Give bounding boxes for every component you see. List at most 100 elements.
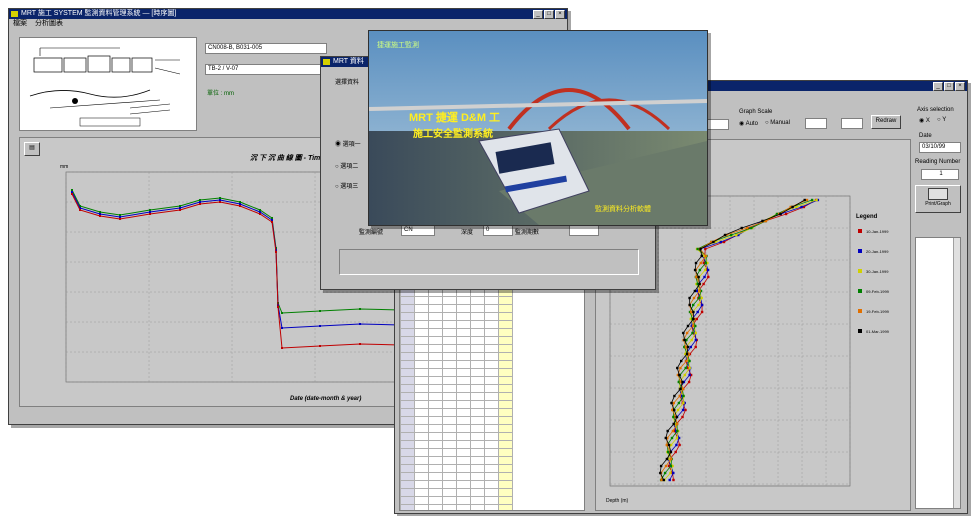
menu-file[interactable]: 檔案 xyxy=(13,20,27,27)
table-cell[interactable] xyxy=(428,440,444,449)
table-cell[interactable] xyxy=(428,400,444,409)
table-row[interactable] xyxy=(400,496,514,505)
table-cell[interactable] xyxy=(498,488,514,497)
table-cell[interactable] xyxy=(484,328,500,337)
dialog-option-1[interactable]: ◉ 選項一 xyxy=(335,142,361,148)
table-cell[interactable] xyxy=(414,384,430,393)
close-icon[interactable]: × xyxy=(555,10,565,19)
table-cell[interactable] xyxy=(498,352,514,361)
table-cell[interactable] xyxy=(484,344,500,353)
table-cell[interactable] xyxy=(456,368,472,377)
table-cell[interactable] xyxy=(400,424,416,433)
table-cell[interactable] xyxy=(470,424,486,433)
table-cell[interactable] xyxy=(428,432,444,441)
date-field[interactable]: 03/10/99 xyxy=(919,142,961,153)
table-cell[interactable] xyxy=(498,392,514,401)
table-cell[interactable] xyxy=(414,320,430,329)
table-cell[interactable] xyxy=(498,328,514,337)
minimize-icon-2[interactable]: _ xyxy=(933,82,943,91)
table-row[interactable] xyxy=(400,488,514,497)
table-cell[interactable] xyxy=(498,472,514,481)
table-cell[interactable] xyxy=(428,296,444,305)
table-cell[interactable] xyxy=(414,464,430,473)
table-cell[interactable] xyxy=(400,464,416,473)
table-cell[interactable] xyxy=(470,344,486,353)
table-cell[interactable] xyxy=(498,368,514,377)
table-cell[interactable] xyxy=(442,296,458,305)
table-cell[interactable] xyxy=(428,448,444,457)
table-cell[interactable] xyxy=(484,360,500,369)
table-cell[interactable] xyxy=(498,456,514,465)
table-cell[interactable] xyxy=(470,320,486,329)
table-cell[interactable] xyxy=(470,496,486,505)
table-cell[interactable] xyxy=(470,352,486,361)
table-row[interactable] xyxy=(400,320,514,329)
table-cell[interactable] xyxy=(414,488,430,497)
table-cell[interactable] xyxy=(442,360,458,369)
table-cell[interactable] xyxy=(456,352,472,361)
notes-scrollbar[interactable] xyxy=(953,238,960,508)
table-cell[interactable] xyxy=(484,400,500,409)
table-cell[interactable] xyxy=(470,296,486,305)
table-cell[interactable] xyxy=(470,400,486,409)
table-cell[interactable] xyxy=(442,352,458,361)
redraw-button[interactable]: Redraw xyxy=(871,115,901,129)
table-cell[interactable] xyxy=(498,384,514,393)
table-cell[interactable] xyxy=(498,304,514,313)
main-field-2[interactable]: TB-2 / V-07 xyxy=(205,64,327,75)
table-cell[interactable] xyxy=(442,336,458,345)
axis-x-radio[interactable]: ◉ X xyxy=(919,118,930,124)
table-cell[interactable] xyxy=(456,448,472,457)
table-cell[interactable] xyxy=(428,424,444,433)
table-cell[interactable] xyxy=(484,320,500,329)
table-cell[interactable] xyxy=(414,456,430,465)
table-cell[interactable] xyxy=(456,464,472,473)
table-cell[interactable] xyxy=(400,448,416,457)
table-cell[interactable] xyxy=(442,424,458,433)
table-cell[interactable] xyxy=(428,504,444,510)
table-row[interactable] xyxy=(400,376,514,385)
table-cell[interactable] xyxy=(470,336,486,345)
table-row[interactable] xyxy=(400,408,514,417)
dialog-option-2[interactable]: ○ 選項二 xyxy=(335,164,359,170)
table-cell[interactable] xyxy=(498,344,514,353)
table-cell[interactable] xyxy=(470,504,486,510)
table-row[interactable] xyxy=(400,464,514,473)
axis-y-radio[interactable]: ○ Y xyxy=(937,117,947,123)
table-cell[interactable] xyxy=(470,432,486,441)
table-cell[interactable] xyxy=(442,464,458,473)
table-cell[interactable] xyxy=(428,312,444,321)
table-row[interactable] xyxy=(400,312,514,321)
table-row[interactable] xyxy=(400,400,514,409)
table-cell[interactable] xyxy=(470,448,486,457)
table-cell[interactable] xyxy=(484,352,500,361)
table-cell[interactable] xyxy=(456,312,472,321)
table-row[interactable] xyxy=(400,304,514,313)
table-cell[interactable] xyxy=(400,488,416,497)
table-cell[interactable] xyxy=(400,400,416,409)
table-cell[interactable] xyxy=(428,488,444,497)
table-cell[interactable] xyxy=(456,488,472,497)
table-cell[interactable] xyxy=(498,296,514,305)
table-cell[interactable] xyxy=(442,432,458,441)
table-cell[interactable] xyxy=(400,360,416,369)
scale-max-field[interactable] xyxy=(841,118,863,129)
table-cell[interactable] xyxy=(428,416,444,425)
table-cell[interactable] xyxy=(442,392,458,401)
scale-auto-radio[interactable]: ◉ Auto xyxy=(739,121,758,127)
table-cell[interactable] xyxy=(456,472,472,481)
table-cell[interactable] xyxy=(456,328,472,337)
table-cell[interactable] xyxy=(470,472,486,481)
table-row[interactable] xyxy=(400,440,514,449)
table-cell[interactable] xyxy=(456,496,472,505)
table-cell[interactable] xyxy=(456,360,472,369)
table-cell[interactable] xyxy=(400,472,416,481)
table-cell[interactable] xyxy=(470,416,486,425)
table-cell[interactable] xyxy=(414,432,430,441)
table-row[interactable] xyxy=(400,368,514,377)
table-cell[interactable] xyxy=(498,400,514,409)
table-cell[interactable] xyxy=(456,416,472,425)
table-cell[interactable] xyxy=(400,328,416,337)
table-cell[interactable] xyxy=(414,336,430,345)
scale-min-field[interactable] xyxy=(805,118,827,129)
